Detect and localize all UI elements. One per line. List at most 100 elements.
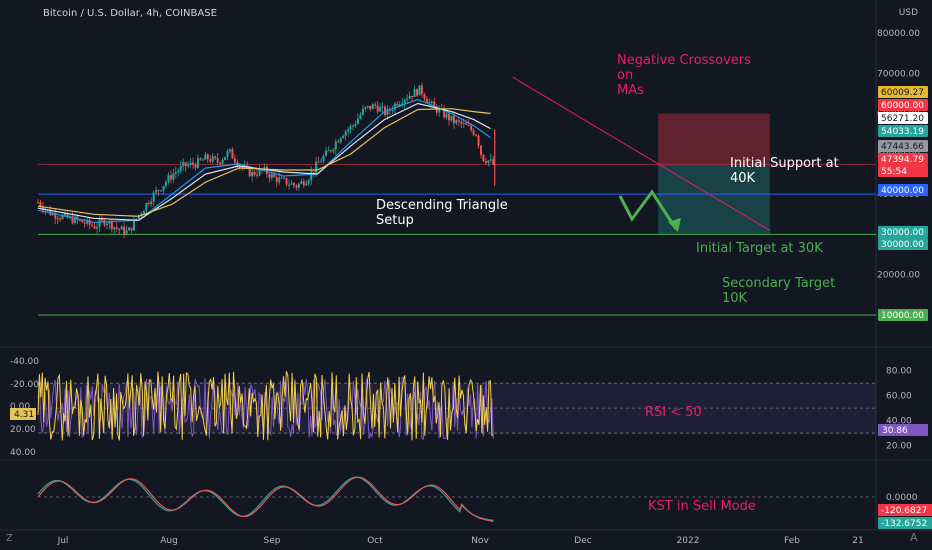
rsi-line bbox=[37, 376, 494, 440]
z-button[interactable]: Z bbox=[6, 533, 13, 544]
candle-body bbox=[160, 190, 163, 192]
candle-body bbox=[103, 219, 106, 226]
annotation-initial-support: Initial Support at bbox=[730, 156, 839, 171]
candle-body bbox=[376, 105, 379, 112]
candle-body bbox=[253, 171, 256, 175]
candle-body bbox=[315, 161, 318, 173]
candle-body bbox=[462, 122, 465, 124]
candle-body bbox=[386, 108, 389, 115]
candle-body bbox=[169, 175, 172, 180]
price-label-box bbox=[878, 140, 928, 152]
candle-body bbox=[147, 202, 150, 205]
annotation-negative-crossovers: MAs bbox=[617, 83, 644, 98]
candle-body bbox=[88, 219, 91, 225]
price-label-box bbox=[878, 226, 928, 238]
candle-body bbox=[150, 201, 153, 205]
candle-body bbox=[37, 202, 39, 204]
candle-body bbox=[438, 108, 441, 113]
candle-body bbox=[480, 145, 483, 155]
candle-body bbox=[273, 174, 276, 178]
price-label-text: 54033.19 bbox=[881, 127, 924, 137]
price-label-text: 30000.00 bbox=[881, 228, 924, 238]
stoch-axis-tick: 40.00 bbox=[10, 448, 36, 458]
candle-body bbox=[428, 101, 431, 103]
candle-body bbox=[128, 227, 131, 231]
candle-body bbox=[226, 151, 229, 157]
annotation-initial-support: 40K bbox=[730, 171, 756, 186]
candle-body bbox=[91, 224, 94, 227]
price-label-text: 10000.00 bbox=[881, 311, 924, 321]
candle-body bbox=[66, 213, 69, 218]
candle-body bbox=[157, 190, 160, 192]
candle-body bbox=[401, 103, 404, 105]
candle-body bbox=[329, 150, 332, 152]
candle-body bbox=[98, 219, 101, 227]
candle-body bbox=[184, 162, 187, 167]
time-axis-tick: 2022 bbox=[677, 536, 700, 546]
green-arrow-head bbox=[668, 218, 681, 232]
candle-body bbox=[312, 171, 315, 173]
rsi-axis-tick: 20.00 bbox=[886, 442, 912, 452]
candle-body bbox=[206, 154, 209, 160]
candle-body bbox=[100, 219, 103, 221]
candle-body bbox=[248, 166, 251, 177]
candle-body bbox=[457, 120, 460, 122]
candle-body bbox=[199, 158, 202, 160]
candle-body bbox=[285, 178, 288, 185]
price-label-box bbox=[878, 86, 928, 98]
currency-label: USD bbox=[898, 8, 918, 18]
candle-body bbox=[174, 172, 177, 174]
candle-body bbox=[347, 129, 350, 132]
candle-body bbox=[369, 105, 372, 110]
candle-body bbox=[118, 228, 121, 230]
candle-body bbox=[477, 135, 480, 146]
rsi-axis-tick: 40.00 bbox=[886, 417, 912, 427]
rsi-axis-tick: 80.00 bbox=[886, 367, 912, 377]
time-axis-tick: Jul bbox=[57, 536, 69, 546]
candle-body bbox=[120, 226, 123, 230]
kst-axis-tick: 0.0000 bbox=[886, 493, 918, 503]
kst-line bbox=[37, 476, 494, 522]
candle-body bbox=[140, 213, 143, 215]
price-tick: 80000.00 bbox=[877, 29, 920, 39]
candle-body bbox=[305, 183, 308, 186]
price-label-text: 60000.00 bbox=[881, 101, 924, 111]
price-label-text: 60009.27 bbox=[881, 88, 924, 98]
candle-body bbox=[290, 183, 293, 185]
candle-body bbox=[280, 177, 283, 179]
candle-body bbox=[489, 159, 492, 161]
time-axis-tick: Feb bbox=[784, 536, 800, 546]
candle-body bbox=[472, 130, 475, 135]
candle-body bbox=[327, 150, 330, 152]
candle-body bbox=[192, 162, 195, 165]
candle-body bbox=[78, 219, 81, 221]
candle-body bbox=[263, 167, 266, 170]
auto-scale-icon[interactable]: A bbox=[910, 531, 918, 544]
candle-body bbox=[487, 160, 490, 163]
candle-body bbox=[317, 161, 320, 163]
price-label-box bbox=[878, 184, 928, 196]
candle-body bbox=[420, 85, 423, 95]
candle-body bbox=[460, 121, 463, 124]
candle-body bbox=[164, 181, 167, 186]
candle-body bbox=[172, 173, 175, 180]
candle-body bbox=[125, 230, 128, 235]
candle-body bbox=[204, 154, 207, 160]
candle-body bbox=[152, 192, 155, 202]
moving-average-line bbox=[37, 102, 491, 221]
candle-body bbox=[83, 222, 86, 224]
candle-body bbox=[233, 158, 236, 163]
green-arrow-path bbox=[618, 189, 678, 230]
candle-body bbox=[251, 171, 254, 177]
candle-body bbox=[167, 175, 170, 182]
candle-body bbox=[228, 149, 231, 152]
candle-body bbox=[155, 190, 158, 193]
candle-body bbox=[135, 218, 138, 220]
rsi-badge-text: 30.86 bbox=[882, 426, 908, 436]
candle-body bbox=[396, 103, 399, 106]
candle-body bbox=[177, 170, 180, 173]
candle-body bbox=[283, 177, 286, 179]
candle-body bbox=[448, 113, 451, 121]
